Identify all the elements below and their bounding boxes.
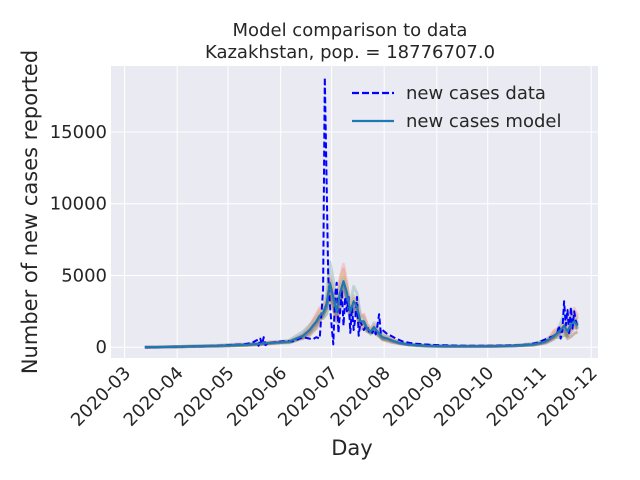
grid xyxy=(111,66,598,358)
legend-label-data: new cases data xyxy=(406,83,546,104)
y-tick-label: 0 xyxy=(96,337,107,358)
series-line-new-cases-data xyxy=(144,76,579,349)
legend: new cases data new cases model xyxy=(352,83,561,132)
y-axis-ticks: 0 5000 10000 15000 xyxy=(50,122,107,358)
x-axis-label: Day xyxy=(331,436,372,460)
chart-title-line2: Kazakhstan, pop. = 18776707.0 xyxy=(205,42,495,63)
plot-background xyxy=(111,66,598,358)
legend-label-model: new cases model xyxy=(406,111,561,132)
series-layer xyxy=(144,76,579,349)
y-tick-label: 5000 xyxy=(61,265,107,286)
series-line-new-cases-model xyxy=(144,280,579,349)
y-tick-label: 10000 xyxy=(50,194,107,215)
y-axis-label: Number of new cases reported xyxy=(18,50,42,374)
chart-title-line1: Model comparison to data xyxy=(233,20,468,41)
y-tick-label: 15000 xyxy=(50,122,107,143)
x-axis-ticks: 2020-032020-042020-052020-062020-072020-… xyxy=(67,363,602,431)
